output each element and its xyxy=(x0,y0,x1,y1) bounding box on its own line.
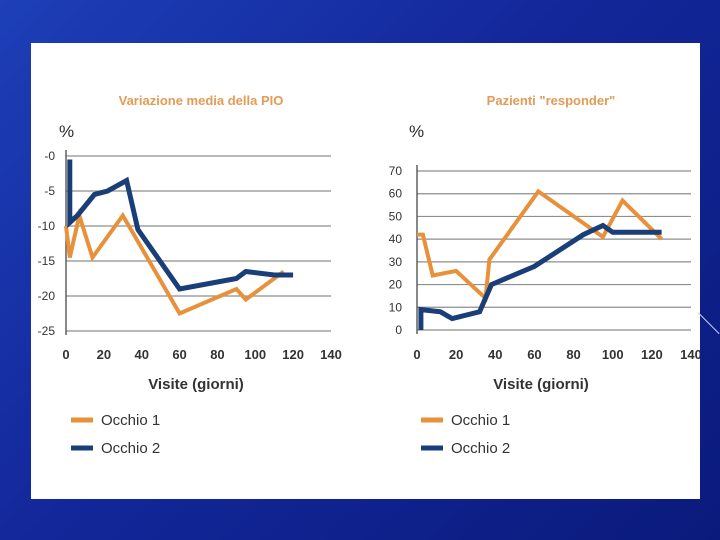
chart2-x-tick-label: 120 xyxy=(641,347,663,362)
chart1-y-tick-label: -5 xyxy=(44,184,55,198)
chart1-y-tick-label: -20 xyxy=(38,289,56,303)
slide-panel: Variazione media della PIO% -0 -5 -10 -15 -20… xyxy=(31,43,700,499)
chart-pio-variation: Variazione media della PIO% -0 -5 -10 -15 -20… xyxy=(38,93,342,457)
chart1-x-tick-label: 140 xyxy=(320,347,342,362)
chart1-x-tick-label: 120 xyxy=(282,347,304,362)
chart2-y-tick-label: 60 xyxy=(389,187,403,201)
chart2-x-tick-label: 20 xyxy=(449,347,463,362)
chart1-y-tick-label: -25 xyxy=(38,324,56,338)
chart2-legend-label-2: Occhio 2 xyxy=(451,440,510,457)
chart1-y-tick-label: -10 xyxy=(38,219,56,233)
chart1-x-tick-label: 40 xyxy=(134,347,148,362)
chart1-y-unit-label: % xyxy=(59,122,74,141)
chart2-y-tick-label: 20 xyxy=(389,278,403,292)
chart2-y-tick-label: 40 xyxy=(389,232,403,246)
chart2-title: Pazienti "responder" xyxy=(487,93,616,108)
chart2-x-tick-label: 60 xyxy=(527,347,541,362)
chart2-y-tick-label: 50 xyxy=(389,209,403,223)
chart1-x-axis-label: Visite (giorni) xyxy=(148,376,244,393)
chart2-y-unit-label: % xyxy=(409,122,424,141)
chart2-x-tick-label: 80 xyxy=(566,347,580,362)
chart2-x-tick-label: 100 xyxy=(602,347,624,362)
chart1-x-tick-label: 20 xyxy=(97,347,111,362)
chart2-y-tick-label: 30 xyxy=(389,255,403,269)
chart2-x-axis-label: Visite (giorni) xyxy=(493,376,589,393)
chart1-y-tick-label: -0 xyxy=(44,149,55,163)
chart1-y-tick-label: -15 xyxy=(38,254,56,268)
chart2-x-tick-label: 0 xyxy=(413,347,420,362)
chart2-x-tick-label: 140 xyxy=(680,347,700,362)
chart2-series-occhio-2-line xyxy=(418,222,662,330)
chart2-y-tick-label: 10 xyxy=(389,300,403,314)
chart2-series-occhio-1-line xyxy=(417,188,664,303)
chart2-y-tick-label: 70 xyxy=(389,164,403,178)
chart1-x-tick-label: 80 xyxy=(210,347,224,362)
chart1-legend-label-2: Occhio 2 xyxy=(101,440,160,457)
chart1-series-occhio-1-line xyxy=(64,207,285,317)
decorative-diagonal-line xyxy=(697,312,720,335)
chart2-legend-label-1: Occhio 1 xyxy=(451,412,510,429)
chart1-title: Variazione media della PIO xyxy=(119,93,284,108)
chart1-x-tick-label: 0 xyxy=(62,347,69,362)
chart1-x-tick-label: 60 xyxy=(172,347,186,362)
chart-responder-patients: Pazienti "responder"% 0 10 20 30 40 50 60 70 0 20 4… xyxy=(389,93,700,457)
chart1-x-tick-label: 100 xyxy=(244,347,266,362)
chart2-y-tick-label: 0 xyxy=(395,323,402,337)
chart1-legend-label-1: Occhio 1 xyxy=(101,412,160,429)
chart1-series-occhio-2-line xyxy=(67,159,294,292)
chart2-x-tick-label: 40 xyxy=(488,347,502,362)
